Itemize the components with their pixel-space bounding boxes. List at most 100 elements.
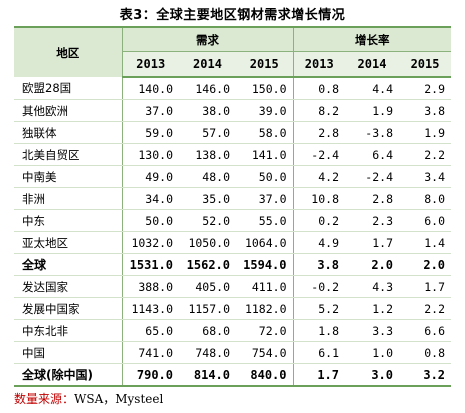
demand-2014-cell: 68.0 — [179, 319, 236, 342]
table-row: 中国 741.0 748.0 754.0 6.1 1.0 0.8 — [14, 341, 452, 364]
demand-2015-cell: 58.0 — [236, 121, 294, 144]
growth-2015-cell: 2.2 — [399, 297, 452, 320]
region-column-header: 地区 — [14, 26, 123, 77]
growth-2013-cell: 1.7 — [293, 363, 345, 387]
demand-2014-cell: 38.0 — [179, 99, 236, 122]
header-row-group: 地区 需求 增长率 — [14, 26, 452, 77]
demand-2013-cell: 37.0 — [122, 99, 179, 122]
region-cell: 中东 — [14, 209, 123, 232]
growth-2014-cell: 4.4 — [345, 77, 399, 100]
demand-2013-cell: 49.0 — [122, 165, 179, 188]
growth-group-header: 增长率 — [293, 26, 452, 52]
demand-2013-cell: 140.0 — [122, 77, 179, 100]
table-row: 全球 1531.0 1562.0 1594.0 3.8 2.0 2.0 — [14, 253, 452, 276]
growth-2015-cell: 2.0 — [399, 253, 452, 276]
region-cell: 发达国家 — [14, 275, 123, 298]
growth-2015-cell: 1.4 — [399, 231, 452, 254]
source-label: 数量来源： — [14, 392, 75, 406]
growth-2014-cell: 4.3 — [345, 275, 399, 298]
table-row: 中南美 49.0 48.0 50.0 4.2 -2.4 3.4 — [14, 165, 452, 188]
table-row: 欧盟28国 140.0 146.0 150.0 0.8 4.4 2.9 — [14, 77, 452, 100]
growth-2014-cell: 1.9 — [345, 99, 399, 122]
demand-2014-cell: 405.0 — [179, 275, 236, 298]
table-row: 北美自贸区 130.0 138.0 141.0 -2.4 6.4 2.2 — [14, 143, 452, 166]
source-note: 数量来源：WSA，Mysteel — [14, 390, 163, 407]
growth-2014-cell: 3.0 — [345, 363, 399, 387]
growth-2014-cell: 1.2 — [345, 297, 399, 320]
demand-2014-cell: 814.0 — [179, 363, 236, 387]
growth-2015-cell: 0.8 — [399, 341, 452, 364]
table-row: 独联体 59.0 57.0 58.0 2.8 -3.8 1.9 — [14, 121, 452, 144]
region-cell: 中国 — [14, 341, 123, 364]
year-header: 2014 — [179, 51, 236, 78]
demand-2015-cell: 37.0 — [236, 187, 294, 210]
growth-2013-cell: 6.1 — [293, 341, 345, 364]
table-row: 中东北非 65.0 68.0 72.0 1.8 3.3 6.6 — [14, 319, 452, 342]
growth-2015-cell: 3.4 — [399, 165, 452, 188]
demand-2015-cell: 55.0 — [236, 209, 294, 232]
growth-2014-cell: 6.4 — [345, 143, 399, 166]
table-row: 全球(除中国) 790.0 814.0 840.0 1.7 3.0 3.2 — [14, 363, 452, 387]
demand-2015-cell: 50.0 — [236, 165, 294, 188]
demand-2014-cell: 1157.0 — [179, 297, 236, 320]
demand-2013-cell: 790.0 — [122, 363, 179, 387]
demand-2014-cell: 748.0 — [179, 341, 236, 364]
year-header: 2015 — [399, 51, 452, 78]
growth-2014-cell: -2.4 — [345, 165, 399, 188]
demand-2014-cell: 35.0 — [179, 187, 236, 210]
growth-2014-cell: 3.3 — [345, 319, 399, 342]
demand-2015-cell: 1182.0 — [236, 297, 294, 320]
growth-2015-cell: 6.0 — [399, 209, 452, 232]
region-cell: 非洲 — [14, 187, 123, 210]
region-cell: 北美自贸区 — [14, 143, 123, 166]
year-header: 2013 — [122, 51, 179, 78]
demand-2013-cell: 388.0 — [122, 275, 179, 298]
year-header: 2014 — [345, 51, 399, 78]
growth-2013-cell: 0.8 — [293, 77, 345, 100]
growth-2015-cell: 1.9 — [399, 121, 452, 144]
demand-2014-cell: 146.0 — [179, 77, 236, 100]
demand-2013-cell: 130.0 — [122, 143, 179, 166]
table-title: 表3：全球主要地区钢材需求增长情况 — [119, 8, 346, 23]
growth-2015-cell: 3.2 — [399, 363, 452, 387]
demand-2015-cell: 1064.0 — [236, 231, 294, 254]
table-row: 发展中国家 1143.0 1157.0 1182.0 5.2 1.2 2.2 — [14, 297, 452, 320]
demand-2015-cell: 72.0 — [236, 319, 294, 342]
year-header: 2013 — [293, 51, 345, 78]
region-cell: 其他欧洲 — [14, 99, 123, 122]
growth-2014-cell: 2.3 — [345, 209, 399, 232]
demand-2014-cell: 1050.0 — [179, 231, 236, 254]
growth-2014-cell: 2.0 — [345, 253, 399, 276]
demand-2013-cell: 50.0 — [122, 209, 179, 232]
region-cell: 中南美 — [14, 165, 123, 188]
region-cell: 中东北非 — [14, 319, 123, 342]
growth-2013-cell: 2.8 — [293, 121, 345, 144]
table-body: 欧盟28国 140.0 146.0 150.0 0.8 4.4 2.9 其他欧洲 37.0 38.… — [14, 77, 452, 387]
table-row: 亚太地区 1032.0 1050.0 1064.0 4.9 1.7 1.4 — [14, 231, 452, 254]
region-cell: 全球(除中国) — [14, 363, 123, 387]
growth-2015-cell: 8.0 — [399, 187, 452, 210]
table-row: 中东 50.0 52.0 55.0 0.2 2.3 6.0 — [14, 209, 452, 232]
demand-2014-cell: 138.0 — [179, 143, 236, 166]
year-header: 2015 — [236, 51, 294, 78]
growth-2013-cell: 1.8 — [293, 319, 345, 342]
region-cell: 亚太地区 — [14, 231, 123, 254]
growth-2014-cell: 1.7 — [345, 231, 399, 254]
growth-2013-cell: 8.2 — [293, 99, 345, 122]
demand-2014-cell: 57.0 — [179, 121, 236, 144]
demand-group-header: 需求 — [122, 26, 294, 52]
growth-2013-cell: 3.8 — [293, 253, 345, 276]
demand-2013-cell: 741.0 — [122, 341, 179, 364]
demand-2015-cell: 150.0 — [236, 77, 294, 100]
steel-demand-table: 地区 需求 增长率 2013 2014 2015 2013 2014 2015 … — [14, 26, 452, 387]
demand-2014-cell: 48.0 — [179, 165, 236, 188]
demand-2013-cell: 59.0 — [122, 121, 179, 144]
region-cell: 发展中国家 — [14, 297, 123, 320]
demand-2015-cell: 411.0 — [236, 275, 294, 298]
demand-2015-cell: 39.0 — [236, 99, 294, 122]
growth-2013-cell: 5.2 — [293, 297, 345, 320]
source-value: WSA，Mysteel — [74, 392, 164, 406]
growth-2013-cell: -2.4 — [293, 143, 345, 166]
demand-2014-cell: 52.0 — [179, 209, 236, 232]
demand-2013-cell: 65.0 — [122, 319, 179, 342]
